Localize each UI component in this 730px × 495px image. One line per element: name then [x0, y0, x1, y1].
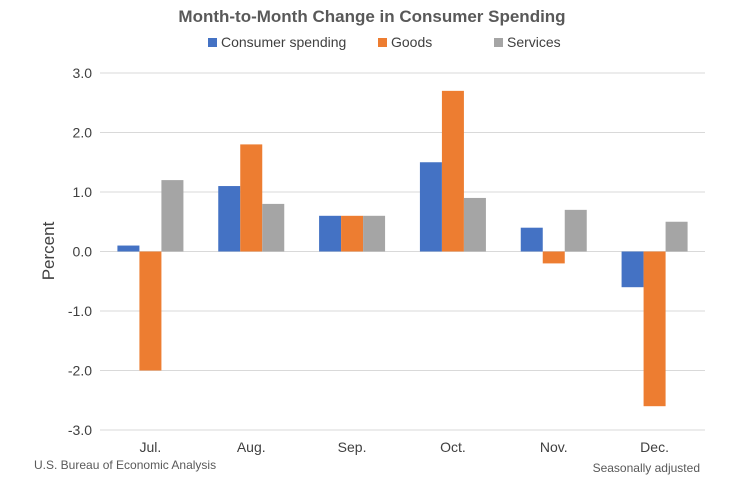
chart-title: Month-to-Month Change in Consumer Spendi… — [178, 7, 565, 26]
legend-label: Consumer spending — [221, 34, 346, 50]
y-tick-label: 3.0 — [73, 65, 93, 81]
bar-consumer-spending — [218, 186, 241, 252]
x-axis-ticks: Jul. Aug. Sep. Oct. Nov. Dec. — [140, 439, 669, 455]
y-tick-label: -1.0 — [68, 303, 92, 319]
bar-goods — [341, 215, 364, 252]
bar-services — [463, 197, 486, 252]
bar-services — [262, 203, 285, 252]
x-tick-label: Jul. — [140, 439, 162, 455]
seasonal-note: Seasonally adjusted — [593, 461, 700, 475]
bar-goods — [441, 90, 464, 252]
bar-services — [363, 215, 386, 252]
legend-label: Goods — [391, 34, 432, 50]
source-note: U.S. Bureau of Economic Analysis — [34, 458, 216, 472]
y-tick-label: -2.0 — [68, 363, 92, 379]
legend: Consumer spending Goods Services — [208, 34, 561, 50]
bar-goods — [542, 251, 565, 264]
y-axis-ticks: 3.0 2.0 1.0 0.0 -1.0 -2.0 -3.0 — [68, 65, 92, 438]
gridlines — [100, 72, 705, 431]
bar-goods — [643, 251, 666, 407]
x-tick-label: Dec. — [640, 439, 669, 455]
legend-swatch — [494, 38, 503, 47]
y-tick-label: 2.0 — [73, 125, 93, 141]
x-tick-label: Nov. — [540, 439, 568, 455]
y-axis-label: Percent — [39, 221, 58, 280]
bar-consumer-spending — [419, 162, 442, 252]
legend-swatch — [378, 38, 387, 47]
bar-consumer-spending — [621, 251, 644, 288]
bar-consumer-spending — [520, 227, 543, 252]
legend-swatch — [208, 38, 217, 47]
bar-goods — [139, 251, 162, 371]
y-tick-label: 0.0 — [73, 244, 93, 260]
bar-consumer-spending — [319, 215, 342, 252]
bar-services — [665, 221, 688, 252]
x-tick-label: Sep. — [338, 439, 367, 455]
legend-label: Services — [507, 34, 561, 50]
bars — [117, 90, 688, 407]
bar-services — [564, 209, 587, 252]
bar-goods — [240, 144, 263, 252]
x-tick-label: Oct. — [440, 439, 466, 455]
y-tick-label: -3.0 — [68, 422, 92, 438]
y-tick-label: 1.0 — [73, 184, 93, 200]
bar-consumer-spending — [117, 245, 140, 252]
x-tick-label: Aug. — [237, 439, 266, 455]
bar-services — [161, 180, 184, 252]
